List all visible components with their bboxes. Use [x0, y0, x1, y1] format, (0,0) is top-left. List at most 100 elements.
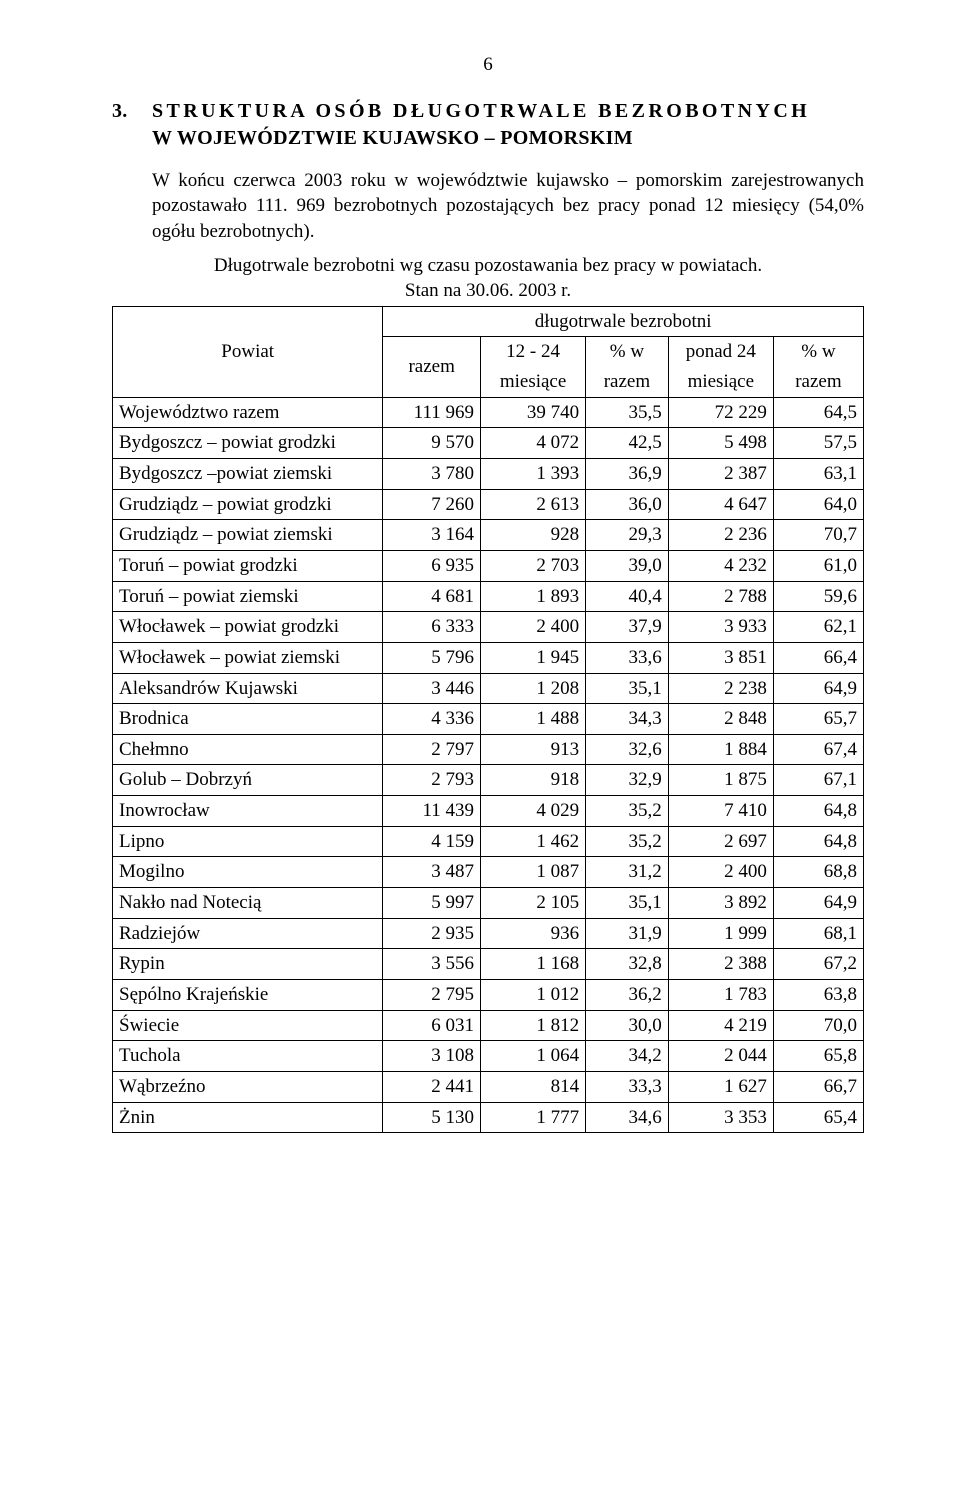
- th-razem: razem: [383, 337, 481, 397]
- row-value: 2 795: [383, 979, 481, 1010]
- table-row: Toruń – powiat grodzki6 9352 70339,04 23…: [113, 550, 864, 581]
- section-heading: 3. STRUKTURA OSÓB DŁUGOTRWALE BEZROBOTNY…: [112, 98, 864, 152]
- row-value: 29,3: [586, 520, 669, 551]
- row-value: 1 777: [481, 1102, 586, 1133]
- table-row: Wąbrzeźno2 44181433,31 62766,7: [113, 1071, 864, 1102]
- row-value: 39 740: [481, 397, 586, 428]
- row-value: 1 999: [668, 918, 773, 949]
- row-value: 35,5: [586, 397, 669, 428]
- row-label: Włocławek – powiat ziemski: [113, 642, 383, 673]
- table-row: Golub – Dobrzyń2 79391832,91 87567,1: [113, 765, 864, 796]
- row-value: 111 969: [383, 397, 481, 428]
- table-row: Rypin3 5561 16832,82 38867,2: [113, 949, 864, 980]
- row-value: 1 087: [481, 857, 586, 888]
- row-value: 4 232: [668, 550, 773, 581]
- row-label: Bydgoszcz – powiat grodzki: [113, 428, 383, 459]
- table-caption: Długotrwale bezrobotni wg czasu pozostaw…: [112, 253, 864, 304]
- section-number: 3.: [112, 98, 152, 152]
- row-value: 68,8: [773, 857, 863, 888]
- row-label: Lipno: [113, 826, 383, 857]
- row-label: Sępólno Krajeńskie: [113, 979, 383, 1010]
- row-value: 7 260: [383, 489, 481, 520]
- row-value: 37,9: [586, 612, 669, 643]
- row-value: 32,9: [586, 765, 669, 796]
- row-value: 936: [481, 918, 586, 949]
- th-pct1-a: % w: [586, 337, 669, 367]
- th-group: długotrwale bezrobotni: [383, 306, 864, 337]
- row-label: Toruń – powiat grodzki: [113, 550, 383, 581]
- th-pct2-b: razem: [773, 367, 863, 397]
- row-value: 67,4: [773, 734, 863, 765]
- intro-paragraph: W końcu czerwca 2003 roku w województwie…: [152, 168, 864, 245]
- table-row: Chełmno2 79791332,61 88467,4: [113, 734, 864, 765]
- row-value: 64,0: [773, 489, 863, 520]
- table-row: Radziejów2 93593631,91 99968,1: [113, 918, 864, 949]
- section-title-line1: STRUKTURA OSÓB DŁUGOTRWALE BEZROBOTNYCH: [152, 98, 864, 125]
- table-row: Województwo razem111 96939 74035,572 229…: [113, 397, 864, 428]
- row-label: Bydgoszcz –powiat ziemski: [113, 459, 383, 490]
- row-value: 70,7: [773, 520, 863, 551]
- row-value: 3 446: [383, 673, 481, 704]
- table-row: Nakło nad Notecią5 9972 10535,13 89264,9: [113, 888, 864, 919]
- row-value: 2 788: [668, 581, 773, 612]
- row-value: 1 208: [481, 673, 586, 704]
- row-value: 2 848: [668, 704, 773, 735]
- row-value: 2 044: [668, 1041, 773, 1072]
- row-value: 1 012: [481, 979, 586, 1010]
- table-row: Brodnica4 3361 48834,32 84865,7: [113, 704, 864, 735]
- row-value: 2 238: [668, 673, 773, 704]
- row-value: 64,8: [773, 796, 863, 827]
- row-value: 4 681: [383, 581, 481, 612]
- table-row: Tuchola3 1081 06434,22 04465,8: [113, 1041, 864, 1072]
- row-value: 57,5: [773, 428, 863, 459]
- row-label: Brodnica: [113, 704, 383, 735]
- row-value: 59,6: [773, 581, 863, 612]
- row-label: Grudziądz – powiat grodzki: [113, 489, 383, 520]
- row-value: 5 997: [383, 888, 481, 919]
- row-value: 32,6: [586, 734, 669, 765]
- row-value: 4 647: [668, 489, 773, 520]
- row-value: 2 388: [668, 949, 773, 980]
- row-value: 67,2: [773, 949, 863, 980]
- table-row: Mogilno3 4871 08731,22 40068,8: [113, 857, 864, 888]
- row-value: 2 697: [668, 826, 773, 857]
- row-value: 4 159: [383, 826, 481, 857]
- table-body: Województwo razem111 96939 74035,572 229…: [113, 397, 864, 1132]
- row-value: 34,2: [586, 1041, 669, 1072]
- row-value: 39,0: [586, 550, 669, 581]
- row-value: 34,3: [586, 704, 669, 735]
- row-value: 4 029: [481, 796, 586, 827]
- row-value: 36,9: [586, 459, 669, 490]
- table-row: Toruń – powiat ziemski4 6811 89340,42 78…: [113, 581, 864, 612]
- row-value: 2 236: [668, 520, 773, 551]
- section-title: STRUKTURA OSÓB DŁUGOTRWALE BEZROBOTNYCH …: [152, 98, 864, 152]
- row-label: Świecie: [113, 1010, 383, 1041]
- table-row: Świecie6 0311 81230,04 21970,0: [113, 1010, 864, 1041]
- th-pct2-a: % w: [773, 337, 863, 367]
- row-label: Aleksandrów Kujawski: [113, 673, 383, 704]
- th-ponad24-a: ponad 24: [668, 337, 773, 367]
- row-value: 64,9: [773, 673, 863, 704]
- row-label: Nakło nad Notecią: [113, 888, 383, 919]
- th-ponad24-b: miesiące: [668, 367, 773, 397]
- row-value: 33,3: [586, 1071, 669, 1102]
- table-row: Bydgoszcz – powiat grodzki9 5704 07242,5…: [113, 428, 864, 459]
- row-label: Chełmno: [113, 734, 383, 765]
- row-value: 2 935: [383, 918, 481, 949]
- row-value: 32,8: [586, 949, 669, 980]
- row-label: Województwo razem: [113, 397, 383, 428]
- table-caption-line2: Stan na 30.06. 2003 r.: [405, 280, 571, 301]
- row-value: 64,9: [773, 888, 863, 919]
- page-number: 6: [112, 52, 864, 78]
- section-title-line2: W WOJEWÓDZTWIE KUJAWSKO – POMORSKIM: [152, 125, 864, 152]
- row-label: Inowrocław: [113, 796, 383, 827]
- row-value: 35,1: [586, 888, 669, 919]
- row-value: 4 072: [481, 428, 586, 459]
- row-value: 1 627: [668, 1071, 773, 1102]
- row-value: 3 108: [383, 1041, 481, 1072]
- row-label: Golub – Dobrzyń: [113, 765, 383, 796]
- row-value: 42,5: [586, 428, 669, 459]
- row-value: 72 229: [668, 397, 773, 428]
- row-value: 11 439: [383, 796, 481, 827]
- row-value: 6 031: [383, 1010, 481, 1041]
